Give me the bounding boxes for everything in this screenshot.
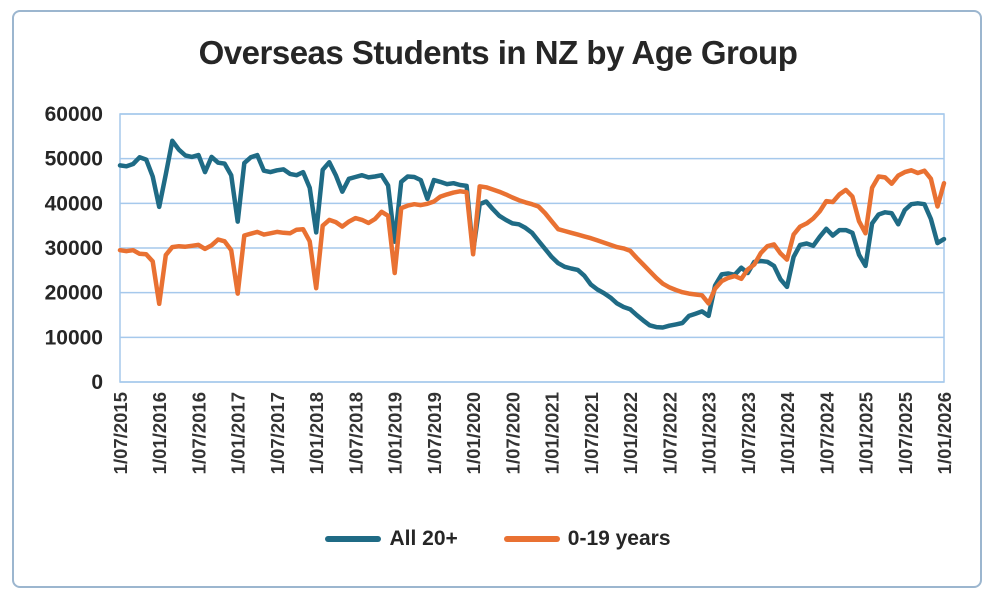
- y-axis-tick-label: 0: [91, 371, 103, 394]
- x-axis-tick-label: 1/01/2017: [228, 392, 249, 474]
- x-axis-tick-label: 1/01/2026: [934, 392, 955, 474]
- y-axis-tick-label: 30000: [45, 237, 103, 260]
- x-axis-tick-label: 1/01/2018: [306, 392, 327, 474]
- chart-frame: [12, 10, 982, 588]
- y-axis-tick-label: 60000: [45, 103, 103, 126]
- legend: All 20+ 0-19 years: [0, 527, 996, 551]
- x-axis-tick-label: 1/01/2023: [699, 392, 720, 474]
- legend-label-0-19-years: 0-19 years: [567, 527, 671, 550]
- x-axis-tick-label: 1/07/2025: [895, 392, 916, 474]
- x-axis-tick-label: 1/07/2023: [738, 392, 759, 474]
- legend-item-0-19-years: 0-19 years: [503, 527, 671, 551]
- x-axis-tick-label: 1/01/2025: [856, 392, 877, 474]
- x-axis-tick-label: 1/01/2022: [620, 392, 641, 474]
- x-axis-tick-label: 1/01/2019: [385, 392, 406, 474]
- x-axis-tick-label: 1/01/2024: [777, 391, 798, 474]
- x-axis-tick-label: 1/07/2016: [188, 392, 209, 474]
- x-axis-tick-label: 1/07/2018: [345, 392, 366, 474]
- x-axis-tick-label: 1/07/2019: [424, 392, 445, 474]
- x-axis-tick-label: 1/07/2017: [267, 392, 288, 474]
- x-axis-tick-label: 1/07/2022: [659, 392, 680, 474]
- series-line-all-20plus: [117, 138, 947, 330]
- x-axis-tick-label: 1/07/2020: [502, 392, 523, 474]
- x-axis-tick-label: 1/07/2015: [110, 392, 131, 474]
- x-axis-tick-label: 1/01/2020: [463, 392, 484, 474]
- x-axis-tick-label: 1/07/2021: [581, 392, 602, 474]
- legend-label-all-20plus: All 20+: [389, 527, 458, 550]
- y-axis-tick-label: 40000: [45, 192, 103, 215]
- legend-line-swatch-all-20plus: [325, 536, 382, 542]
- x-axis-tick-label: 1/07/2024: [816, 391, 837, 474]
- x-axis-tick-label: 1/01/2016: [149, 392, 170, 474]
- x-axis-tick-label: 1/01/2021: [542, 392, 563, 474]
- series-line-0-19-years: [117, 168, 947, 307]
- y-axis-tick-label: 10000: [45, 326, 103, 349]
- legend-item-all-20plus: All 20+: [325, 527, 458, 551]
- y-axis-tick-label: 20000: [45, 282, 103, 305]
- chart-title: Overseas Students in NZ by Age Group: [198, 34, 798, 71]
- y-axis-tick-label: 50000: [45, 148, 103, 171]
- legend-line-swatch-0-19-years: [503, 536, 560, 542]
